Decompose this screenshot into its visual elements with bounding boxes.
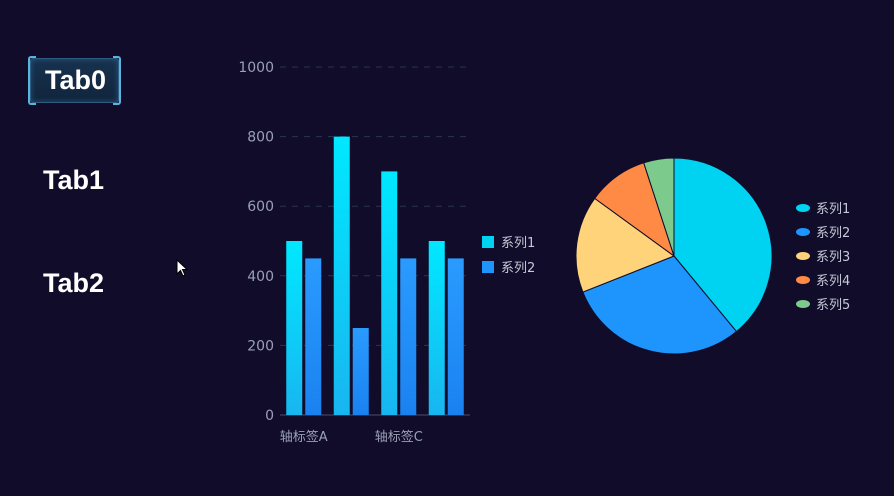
bar-2-2 <box>352 328 369 415</box>
bar-2-3 <box>400 258 417 415</box>
bar-chart: 0 200 400 600 800 1000 轴标签A 轴标签C 系列1 系列2 <box>238 60 535 445</box>
legend-label: 系列1 <box>501 236 535 251</box>
bar-1-1 <box>286 241 303 415</box>
legend-swatch <box>796 252 810 260</box>
x-tick-label: 轴标签C <box>375 429 423 445</box>
y-tick-label: 200 <box>247 338 274 354</box>
legend-swatch <box>796 300 810 308</box>
y-tick-label: 400 <box>247 269 274 285</box>
legend-swatch <box>796 228 810 236</box>
y-tick-label: 0 <box>265 408 274 424</box>
legend-label: 系列4 <box>816 274 850 289</box>
tab-1[interactable]: Tab1 <box>43 165 105 195</box>
mouse-cursor-icon <box>176 259 189 277</box>
bar-1-2 <box>333 136 350 415</box>
tab-2[interactable]: Tab2 <box>43 268 105 298</box>
y-tick-label: 800 <box>247 130 274 146</box>
legend-swatch <box>796 204 810 212</box>
legend-swatch <box>796 276 810 284</box>
tab-0[interactable]: Tab0 <box>27 56 122 105</box>
legend-label: 系列2 <box>501 261 535 276</box>
legend-swatch <box>482 236 494 248</box>
legend-swatch <box>482 261 494 273</box>
x-tick-label: 轴标签A <box>280 429 328 445</box>
legend-label: 系列1 <box>816 202 850 217</box>
pie-slice-5 <box>643 157 675 257</box>
legend-label: 系列3 <box>816 250 850 265</box>
bar-2-1 <box>305 258 322 415</box>
y-tick-label: 600 <box>247 199 274 215</box>
legend-label: 系列2 <box>816 226 850 241</box>
bar-2-4 <box>447 258 464 415</box>
y-tick-label: 1000 <box>238 60 274 76</box>
bar-1-3 <box>381 171 398 415</box>
pie-slice-3 <box>575 197 676 293</box>
pie-slice-1 <box>673 157 773 333</box>
bar-1-4 <box>428 241 445 415</box>
pie-chart: 系列1 系列2 系列3 系列4 系列5 <box>575 157 850 355</box>
legend-label: 系列5 <box>816 298 850 313</box>
pie-slice-2 <box>582 255 738 355</box>
